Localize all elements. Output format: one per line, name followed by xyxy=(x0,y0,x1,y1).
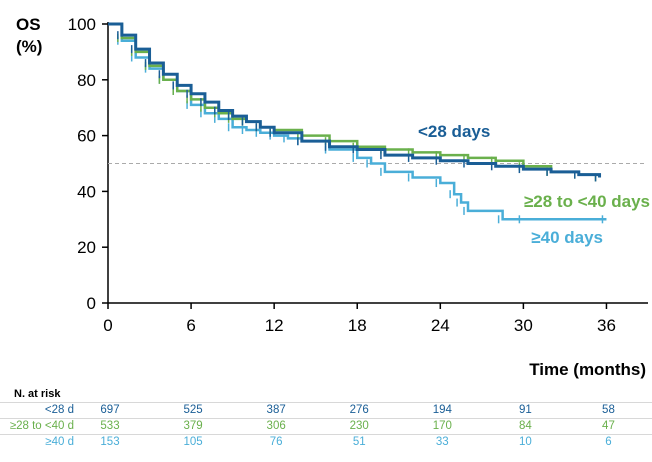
risk-table-row: ≥28 to <40 d 533 379 306 230 170 84 47 xyxy=(0,418,652,435)
y-tick-label: 60 xyxy=(77,127,96,146)
series-label-0: <28 days xyxy=(418,122,490,141)
risk-value: 276 xyxy=(349,404,369,416)
risk-value: 533 xyxy=(100,420,120,432)
survival-curve-2 xyxy=(108,22,607,221)
risk-value: 525 xyxy=(183,404,203,416)
x-tick-label: 0 xyxy=(103,316,112,335)
risk-value: 10 xyxy=(518,436,532,448)
risk-value: 387 xyxy=(266,404,286,416)
risk-value: 230 xyxy=(349,420,369,432)
risk-table-row: <28 d 697 525 387 276 194 91 58 xyxy=(0,402,652,419)
risk-value: 84 xyxy=(518,420,532,432)
risk-value: 91 xyxy=(518,404,532,416)
risk-value: 6 xyxy=(605,436,612,448)
risk-row-label: ≥28 to <40 d xyxy=(9,420,74,432)
risk-value: 105 xyxy=(183,436,203,448)
series-label-2: ≥40 days xyxy=(531,228,603,247)
x-tick-label: 18 xyxy=(348,316,367,335)
y-tick-label: 100 xyxy=(68,15,96,34)
series-label-1: ≥28 to <40 days xyxy=(524,192,650,211)
risk-value: 306 xyxy=(266,420,286,432)
y-tick-label: 40 xyxy=(77,182,96,201)
risk-row-label: ≥40 d xyxy=(45,436,74,448)
risk-value: 153 xyxy=(100,436,120,448)
x-axis-label: Time (months) xyxy=(529,360,646,379)
risk-value: 697 xyxy=(100,404,120,416)
x-tick-label: 12 xyxy=(265,316,284,335)
x-tick-label: 30 xyxy=(514,316,533,335)
risk-value: 58 xyxy=(602,404,615,416)
y-tick-label: 0 xyxy=(87,294,96,313)
risk-value: 379 xyxy=(183,420,203,432)
y-tick-label: 20 xyxy=(77,238,96,257)
y-axis-label-line2: (%) xyxy=(16,37,42,56)
risk-value: 76 xyxy=(269,436,283,448)
risk-table-title: N. at risk xyxy=(14,388,61,400)
risk-value: 51 xyxy=(352,436,366,448)
risk-value: 194 xyxy=(432,404,452,416)
risk-table-row: ≥40 d 153 105 76 51 33 10 6 xyxy=(0,434,652,451)
y-tick-label: 80 xyxy=(77,71,96,90)
chart-marks: 0 20 40 60 80 100 0 6 12 18 24 30 36 <28 days ≥28 to <… xyxy=(68,15,650,335)
km-chart: OS (%) Time (months) 0 20 40 60 80 100 0 6 12 18 2… xyxy=(16,15,650,379)
risk-row-label: <28 d xyxy=(44,404,74,416)
risk-value: 170 xyxy=(432,420,452,432)
x-tick-label: 6 xyxy=(186,316,195,335)
risk-value: 33 xyxy=(435,436,449,448)
y-axis-label-line1: OS xyxy=(16,15,41,34)
risk-value: 47 xyxy=(602,420,615,432)
x-tick-label: 24 xyxy=(431,316,450,335)
survival-curve-0 xyxy=(108,22,602,178)
x-tick-label: 36 xyxy=(597,316,616,335)
